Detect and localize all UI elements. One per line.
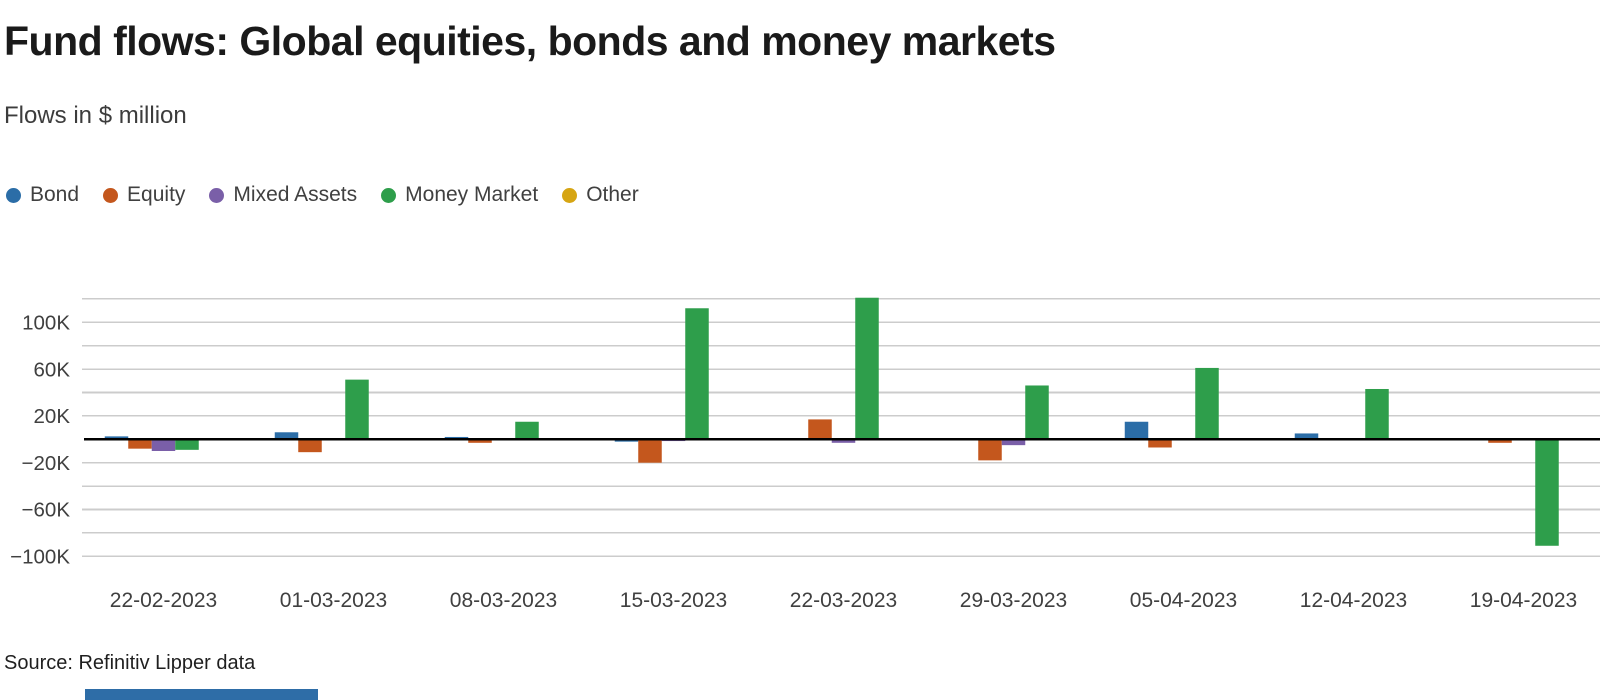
legend-item-equity: Equity (103, 183, 185, 207)
bar-mixed-assets-22-03-2023 (831, 439, 856, 443)
bar-equity-15-03-2023 (638, 439, 662, 463)
bar-mixed-assets-22-02-2023 (151, 439, 176, 451)
bar-money-market-12-04-2023 (1365, 388, 1389, 440)
legend-label: Money Market (405, 183, 539, 206)
y-axis-tick-label: −60K (22, 499, 71, 522)
bar-bond-12-04-2023 (1294, 433, 1319, 440)
page-title: Fund flows: Global equities, bonds and m… (4, 18, 1056, 64)
chart-subtitle: Flows in $ million (4, 102, 187, 129)
bar-money-market-15-03-2023 (685, 308, 709, 440)
bar-bond-22-02-2023 (104, 436, 129, 440)
legend-label: Other (586, 183, 639, 206)
bar-equity-08-03-2023 (468, 439, 492, 443)
bar-equity-19-04-2023 (1488, 439, 1512, 443)
bar-money-market-08-03-2023 (515, 421, 539, 440)
bar-money-market-19-04-2023 (1535, 439, 1559, 546)
legend-item-mixed-assets: Mixed Assets (209, 183, 357, 207)
x-axis-label: 29-03-2023 (960, 589, 1067, 612)
legend-label: Mixed Assets (233, 183, 358, 206)
bar-money-market-22-02-2023 (175, 439, 199, 450)
bar-money-market-01-03-2023 (345, 379, 369, 440)
fund-flows-chart: 100K 60K 20K −20K −60K −100K 22-02-2023 01-03-2… (10, 297, 1600, 612)
x-axis-label: 01-03-2023 (280, 589, 387, 612)
legend-label: Equity (127, 183, 186, 206)
legend-dot-equity-icon (103, 187, 119, 203)
x-axis-label: 08-03-2023 (450, 589, 557, 612)
bar-bond-01-03-2023 (274, 432, 299, 440)
x-axis-label: 12-04-2023 (1300, 589, 1407, 612)
brand-footer-strip (85, 689, 318, 700)
y-axis-tick-label: 60K (34, 358, 71, 381)
bar-money-market-05-04-2023 (1195, 367, 1219, 440)
y-axis-tick-label: −100K (10, 545, 70, 568)
bar-bond-05-04-2023 (1124, 421, 1149, 440)
legend-dot-mixed-assets-icon (209, 187, 225, 203)
bar-equity-29-03-2023 (978, 439, 1002, 461)
y-axis-tick-label: 100K (22, 311, 70, 334)
x-axis-label: 19-04-2023 (1470, 589, 1577, 612)
legend-dot-money-market-icon (381, 187, 397, 203)
y-axis-tick-label: 20K (34, 405, 71, 428)
legend-item-money-market: Money Market (381, 183, 538, 207)
bar-equity-01-03-2023 (298, 439, 322, 453)
bar-equity-22-02-2023 (128, 439, 152, 449)
bar-money-market-29-03-2023 (1025, 385, 1049, 440)
bar-mixed-assets-29-03-2023 (1001, 439, 1026, 446)
x-axis-label: 22-02-2023 (110, 589, 217, 612)
bar-money-market-22-03-2023 (855, 297, 879, 440)
legend-dot-other-icon (562, 187, 578, 203)
x-axis-label: 22-03-2023 (790, 589, 897, 612)
legend-item-bond: Bond (6, 183, 79, 207)
source-attribution: Source: Refinitiv Lipper data (4, 652, 256, 674)
x-axis-label: 15-03-2023 (620, 589, 727, 612)
y-axis-tick-label: −20K (22, 452, 71, 475)
bar-equity-22-03-2023 (808, 419, 832, 440)
x-axis-label: 05-04-2023 (1130, 589, 1237, 612)
chart-legend: Bond Equity Mixed Assets Money Market Other (6, 183, 639, 207)
legend-label: Bond (30, 183, 80, 206)
legend-dot-bond-icon (6, 187, 21, 203)
legend-item-other: Other (562, 183, 639, 207)
bar-equity-05-04-2023 (1148, 439, 1172, 448)
